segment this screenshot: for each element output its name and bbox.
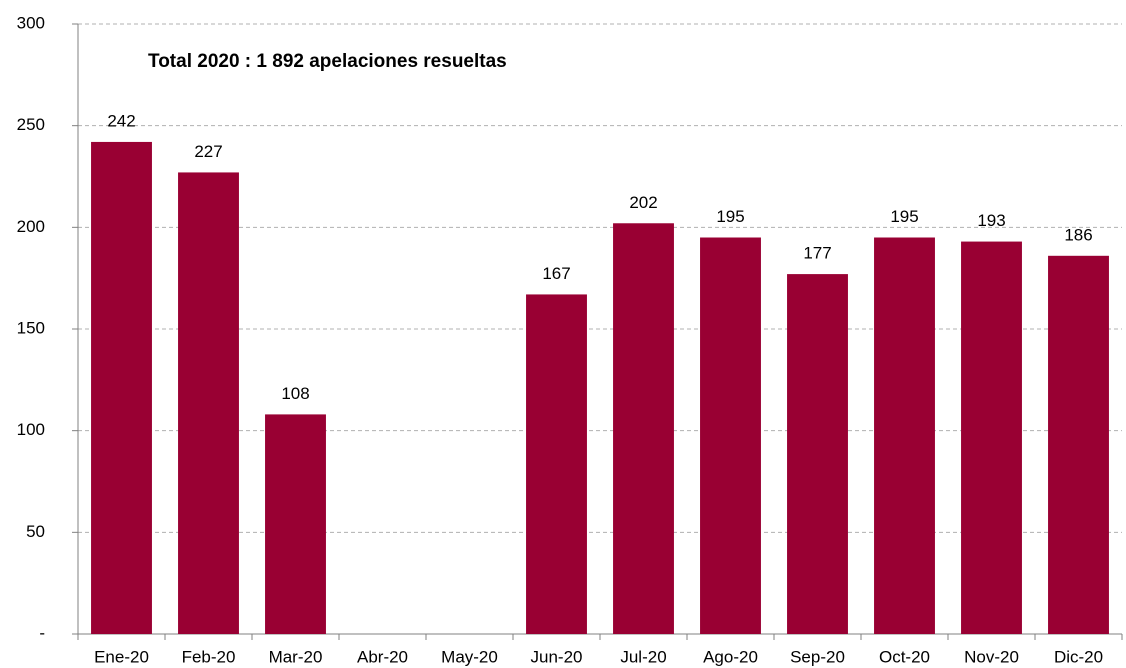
y-tick-label: 250 [17,115,45,134]
y-tick-label: - [39,623,45,642]
y-tick-label: 200 [17,217,45,236]
data-label: 195 [890,207,918,226]
x-tick-label: Ene-20 [94,647,149,666]
x-tick-label: May-20 [441,647,498,666]
x-tick-label: Feb-20 [182,647,236,666]
x-tick-label: Dic-20 [1054,647,1103,666]
bar [961,241,1022,635]
bar [613,223,674,634]
data-label: 195 [716,207,744,226]
x-tick-label: Mar-20 [269,647,323,666]
y-tick-label: 50 [26,522,45,541]
bar [178,172,239,634]
x-tick-label: Jun-20 [531,647,583,666]
y-tick-label: 100 [17,420,45,439]
x-tick-label: Abr-20 [357,647,408,666]
bar [700,237,761,634]
data-label: 186 [1064,225,1092,244]
x-tick-label: Sep-20 [790,647,845,666]
data-label: 167 [542,264,570,283]
bar [1048,255,1109,635]
bar [787,274,848,634]
x-tick-label: Nov-20 [964,647,1019,666]
bar [874,237,935,634]
x-tick-label: Oct-20 [879,647,930,666]
data-label: 202 [629,193,657,212]
data-label: 177 [803,244,831,263]
chart-annotation: Total 2020 : 1 892 apelaciones resueltas [148,51,507,72]
y-tick-label: 150 [17,318,45,337]
x-tick-label: Jul-20 [620,647,666,666]
data-label: 193 [977,211,1005,230]
x-tick-label: Ago-20 [703,647,758,666]
bar [526,294,587,634]
y-tick-label: 300 [17,13,45,32]
bar [91,141,152,634]
data-label: 242 [107,111,135,130]
data-label: 227 [194,142,222,161]
data-label: 108 [281,384,309,403]
bar [265,414,326,634]
